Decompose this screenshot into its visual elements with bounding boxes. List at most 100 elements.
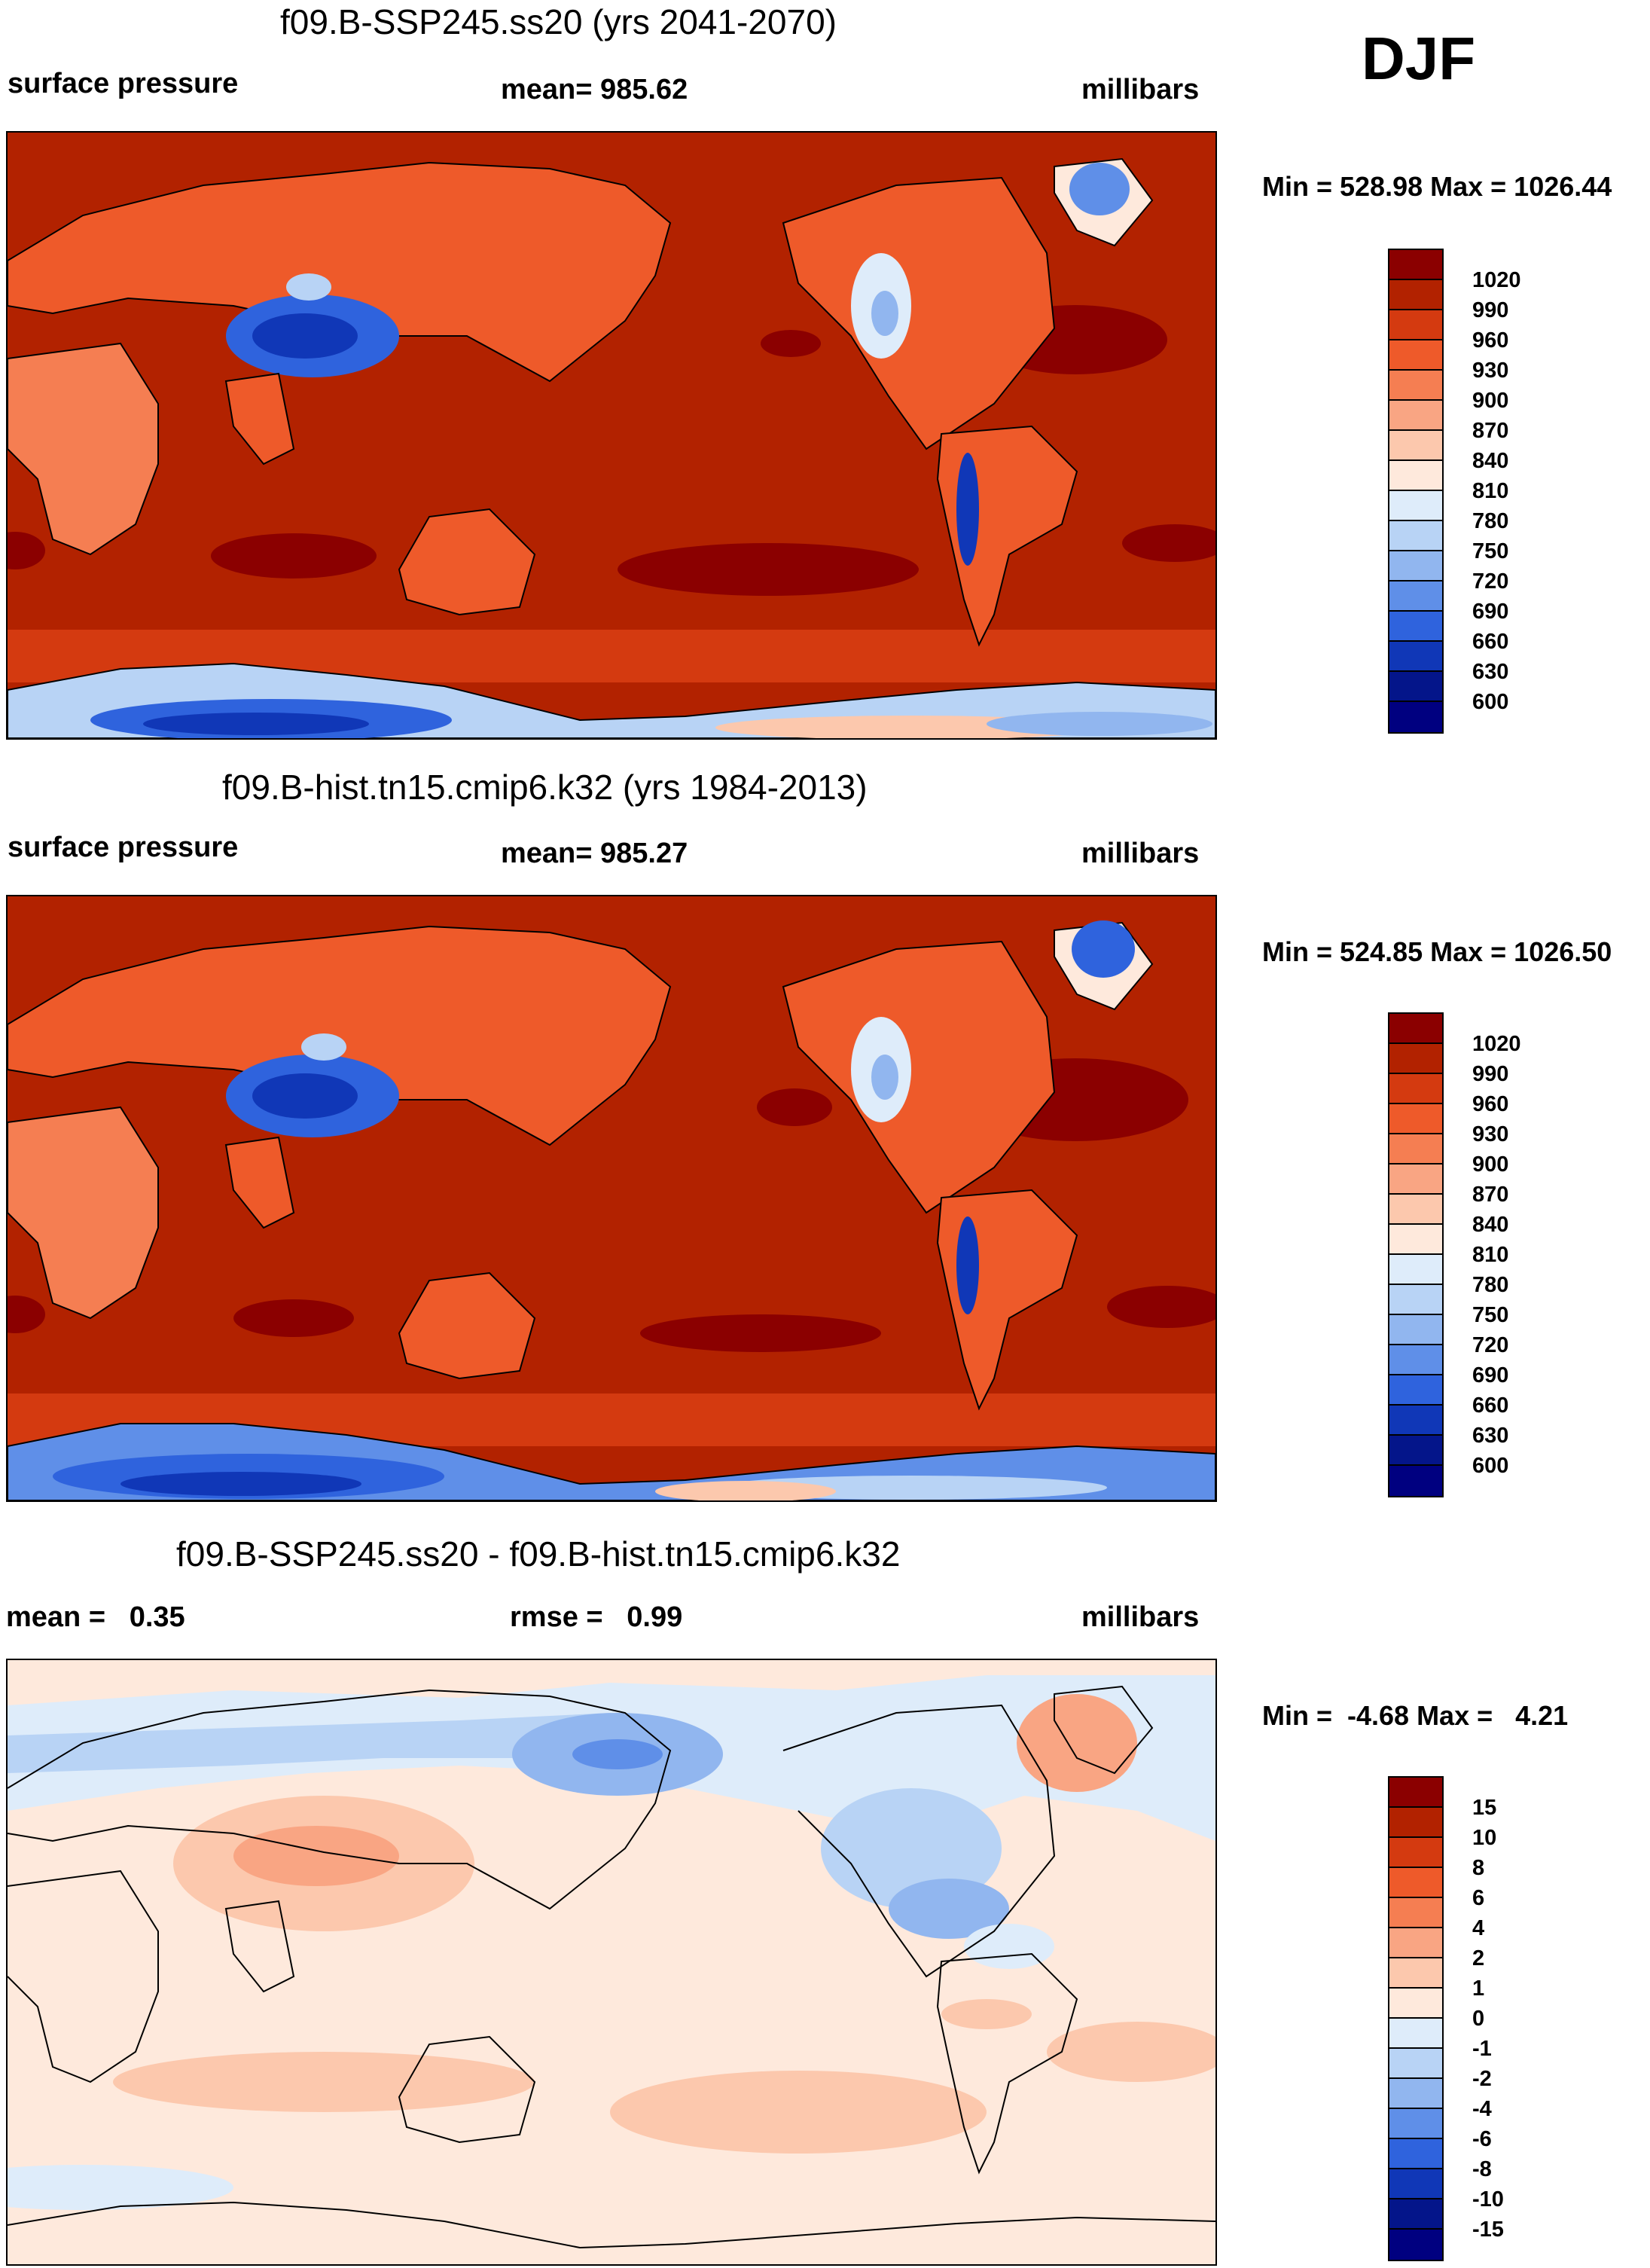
- colorbar-swatch: [1389, 1195, 1442, 1225]
- colorbar-label: -1: [1472, 2037, 1492, 2061]
- colorbar-label: 690: [1472, 1363, 1509, 1387]
- panel-1-left-label: surface pressure: [8, 68, 239, 99]
- panel-2-right-label: millibars: [1081, 838, 1200, 869]
- colorbar-swatch: [1389, 1838, 1442, 1868]
- panel-1-right-label: millibars: [1081, 74, 1200, 105]
- colorbar-label: 4: [1472, 1916, 1485, 1940]
- colorbar-swatch: [1389, 521, 1442, 551]
- colorbar-label: 780: [1472, 509, 1509, 533]
- colorbar-label: 750: [1472, 1303, 1509, 1327]
- colorbar-swatch: [1389, 1104, 1442, 1134]
- panel-3-left-label: mean = 0.35: [6, 1601, 185, 1633]
- colorbar-swatch: [1389, 491, 1442, 521]
- colorbar-swatch: [1389, 461, 1442, 491]
- colorbar-swatch: [1389, 1808, 1442, 1838]
- panel-3-map: [6, 1659, 1217, 2266]
- colorbar-swatch: [1389, 250, 1442, 280]
- colorbar-swatch: [1389, 2139, 1442, 2169]
- colorbar-swatch: [1389, 431, 1442, 461]
- colorbar-label: 900: [1472, 1152, 1509, 1177]
- colorbar-label: 960: [1472, 328, 1509, 353]
- colorbar-swatch: [1389, 2199, 1442, 2230]
- colorbar-swatch: [1389, 1255, 1442, 1285]
- colorbar-swatch: [1389, 1375, 1442, 1406]
- colorbar-label: 870: [1472, 1183, 1509, 1207]
- colorbar-swatch: [1389, 1315, 1442, 1345]
- colorbar-label: 6: [1472, 1886, 1485, 1910]
- colorbar-swatch: [1389, 1074, 1442, 1104]
- panel-2-minmax: Min = 524.85 Max = 1026.50: [1262, 936, 1612, 967]
- panel-2-center-label: mean= 985.27: [501, 838, 688, 869]
- colorbar-label: -2: [1472, 2067, 1492, 2091]
- panel-3-colorbar: [1388, 1776, 1444, 2261]
- panel-1-title: f09.B-SSP245.ss20 (yrs 2041-2070): [280, 2, 837, 41]
- colorbar-swatch: [1389, 1165, 1442, 1195]
- colorbar-label: 900: [1472, 389, 1509, 413]
- colorbar-swatch: [1389, 1778, 1442, 1808]
- colorbar-label: 720: [1472, 1333, 1509, 1357]
- panel-1-minmax: Min = 528.98 Max = 1026.44: [1262, 171, 1612, 202]
- colorbar-label: 600: [1472, 1454, 1509, 1478]
- colorbar-swatch: [1389, 1958, 1442, 1989]
- colorbar-label: 600: [1472, 690, 1509, 714]
- colorbar-label: 960: [1472, 1092, 1509, 1116]
- colorbar-label: 930: [1472, 1122, 1509, 1146]
- colorbar-label: 0: [1472, 2007, 1485, 2031]
- colorbar-label: 840: [1472, 449, 1509, 473]
- colorbar-label: 990: [1472, 298, 1509, 322]
- colorbar-swatch: [1389, 702, 1442, 732]
- colorbar-swatch: [1389, 1928, 1442, 1958]
- colorbar-label: 1020: [1472, 1032, 1521, 1056]
- colorbar-swatch: [1389, 612, 1442, 642]
- colorbar-swatch: [1389, 1989, 1442, 2019]
- colorbar-label: -8: [1472, 2157, 1492, 2181]
- colorbar-swatch: [1389, 1868, 1442, 1898]
- colorbar-swatch: [1389, 1898, 1442, 1928]
- panel-3-center-label: rmse = 0.99: [510, 1601, 683, 1633]
- colorbar-label: -6: [1472, 2127, 1492, 2151]
- colorbar-swatch: [1389, 551, 1442, 581]
- colorbar-swatch: [1389, 2079, 1442, 2109]
- colorbar-label: 930: [1472, 359, 1509, 383]
- colorbar-label: 870: [1472, 419, 1509, 443]
- panel-3-right-label: millibars: [1081, 1601, 1200, 1633]
- colorbar-swatch: [1389, 371, 1442, 401]
- panel-1-center-label: mean= 985.62: [501, 74, 688, 105]
- colorbar-label: 1: [1472, 1976, 1485, 2001]
- colorbar-label: 840: [1472, 1213, 1509, 1237]
- colorbar-swatch: [1389, 672, 1442, 702]
- colorbar-swatch: [1389, 2169, 1442, 2199]
- panel-2-colorbar: [1388, 1012, 1444, 1497]
- colorbar-swatch: [1389, 2049, 1442, 2079]
- colorbar-label: 780: [1472, 1273, 1509, 1297]
- colorbar-swatch: [1389, 310, 1442, 340]
- colorbar-label: -15: [1472, 2218, 1504, 2242]
- colorbar-swatch: [1389, 2230, 1442, 2260]
- colorbar-label: 720: [1472, 569, 1509, 594]
- colorbar-label: 690: [1472, 600, 1509, 624]
- colorbar-label: 810: [1472, 479, 1509, 503]
- colorbar-swatch: [1389, 340, 1442, 371]
- colorbar-swatch: [1389, 1466, 1442, 1496]
- colorbar-swatch: [1389, 1014, 1442, 1044]
- season-label: DJF: [1362, 25, 1476, 92]
- colorbar-label: 2: [1472, 1946, 1485, 1970]
- panel-3-title: f09.B-SSP245.ss20 - f09.B-hist.tn15.cmip…: [176, 1534, 901, 1574]
- colorbar-swatch: [1389, 1436, 1442, 1466]
- colorbar-label: 1020: [1472, 268, 1521, 292]
- colorbar-swatch: [1389, 1406, 1442, 1436]
- colorbar-swatch: [1389, 581, 1442, 612]
- colorbar-swatch: [1389, 2109, 1442, 2139]
- panel-3-minmax: Min = -4.68 Max = 4.21: [1262, 1700, 1569, 1731]
- colorbar-label: 10: [1472, 1826, 1497, 1850]
- panel-2-map: [6, 895, 1217, 1502]
- colorbar-label: 810: [1472, 1243, 1509, 1267]
- colorbar-label: 630: [1472, 1424, 1509, 1448]
- colorbar-label: 630: [1472, 660, 1509, 684]
- panel-2-left-label: surface pressure: [8, 832, 239, 863]
- colorbar-swatch: [1389, 401, 1442, 431]
- colorbar-label: 750: [1472, 539, 1509, 563]
- colorbar-swatch: [1389, 280, 1442, 310]
- panel-1-map: [6, 131, 1217, 740]
- colorbar-label: 8: [1472, 1856, 1485, 1880]
